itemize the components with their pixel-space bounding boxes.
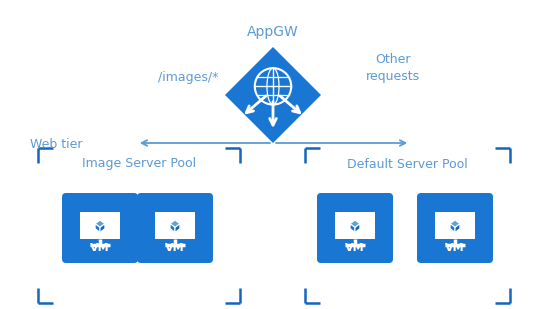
FancyBboxPatch shape [317, 193, 393, 263]
Polygon shape [450, 220, 460, 227]
Polygon shape [350, 220, 360, 227]
Polygon shape [170, 220, 180, 227]
FancyBboxPatch shape [137, 193, 213, 263]
FancyBboxPatch shape [80, 212, 120, 239]
Text: Default Server Pool: Default Server Pool [347, 158, 468, 171]
Polygon shape [95, 224, 100, 232]
FancyBboxPatch shape [335, 212, 375, 239]
FancyBboxPatch shape [155, 212, 195, 239]
Polygon shape [170, 224, 175, 232]
Polygon shape [95, 220, 105, 227]
Text: Web tier: Web tier [30, 138, 83, 151]
Polygon shape [175, 224, 180, 232]
Text: VM: VM [165, 243, 185, 253]
Circle shape [255, 68, 291, 105]
Text: AppGW: AppGW [247, 25, 299, 39]
Text: Other
requests: Other requests [366, 53, 420, 83]
Polygon shape [455, 224, 460, 232]
Text: VM: VM [90, 243, 110, 253]
Text: VM: VM [345, 243, 365, 253]
FancyBboxPatch shape [417, 193, 493, 263]
Text: Image Server Pool: Image Server Pool [82, 158, 196, 171]
Text: /images/*: /images/* [158, 71, 218, 84]
Polygon shape [355, 224, 360, 232]
Polygon shape [225, 47, 321, 143]
Polygon shape [100, 224, 105, 232]
FancyBboxPatch shape [435, 212, 475, 239]
FancyBboxPatch shape [62, 193, 138, 263]
Text: VM: VM [445, 243, 465, 253]
Polygon shape [450, 224, 455, 232]
Polygon shape [350, 224, 355, 232]
